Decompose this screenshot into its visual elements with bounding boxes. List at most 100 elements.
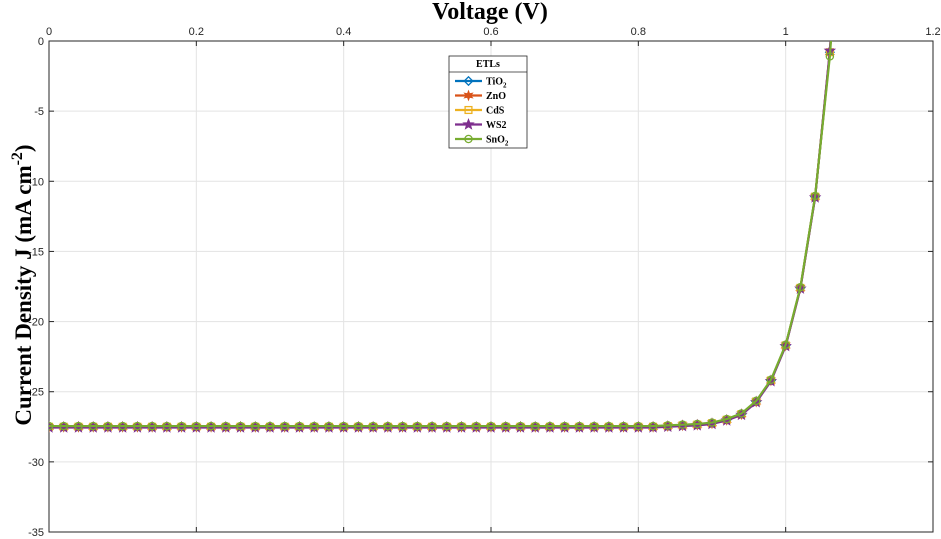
y-tick-label: -20 (28, 317, 44, 329)
data-point-marker (457, 421, 466, 431)
data-point-marker (678, 420, 687, 429)
data-point-marker (472, 421, 481, 431)
series-line (49, 41, 833, 428)
data-point-marker (619, 421, 628, 431)
legend-marker (464, 134, 473, 144)
data-point-marker (796, 282, 805, 292)
series-line (49, 41, 832, 428)
data-point-marker (575, 421, 584, 431)
x-tick-label: 1.2 (925, 26, 940, 38)
data-point-marker (309, 421, 319, 431)
data-point-marker (177, 421, 186, 431)
data-point-marker (383, 421, 393, 431)
series-ws2 (49, 41, 837, 433)
x-tick-label: 0.2 (189, 26, 204, 38)
y-axis-label-main: Current Density J (mA cm (11, 165, 36, 425)
data-point-marker (825, 52, 835, 61)
data-point-marker (693, 419, 702, 429)
data-point-marker (368, 421, 378, 431)
legend-label: WS2 (486, 120, 507, 131)
data-point-marker (737, 409, 746, 418)
data-point-marker (810, 191, 820, 201)
data-point-marker (339, 421, 348, 431)
y-tick-label: -10 (28, 176, 44, 188)
y-tick-label: -30 (28, 457, 44, 469)
data-point-marker (324, 421, 334, 431)
legend-label: ZnO (486, 91, 506, 102)
data-point-marker (486, 421, 496, 431)
legend-label: SnO2 (486, 135, 509, 148)
y-axis-label-end: ) (11, 144, 36, 152)
legend-entry: CdS (455, 106, 505, 117)
data-series (49, 41, 837, 433)
legend-title: ETLs (476, 59, 500, 70)
series-line (49, 41, 832, 428)
data-point-marker (162, 421, 172, 431)
data-point-marker (103, 421, 113, 431)
series-sno2 (49, 41, 835, 431)
data-point-marker (781, 340, 790, 349)
legend-entry: SnO2 (455, 135, 509, 148)
data-point-marker (49, 421, 54, 431)
data-point-marker (545, 421, 555, 431)
legend-box (448, 55, 528, 149)
y-axis-label: Current Density J (mA cm-2) (9, 144, 36, 425)
data-point-marker (530, 421, 540, 431)
data-point-marker (74, 421, 83, 431)
data-point-marker (59, 421, 68, 431)
data-point-marker (206, 421, 216, 431)
data-point-marker (501, 421, 510, 431)
y-tick-label: -5 (34, 106, 44, 118)
data-point-marker (295, 421, 304, 431)
data-point-marker (236, 421, 245, 431)
x-tick-label: 0.4 (336, 26, 351, 38)
data-point-marker (604, 421, 614, 431)
data-point-marker (589, 421, 599, 431)
y-tick-label: 0 (38, 36, 44, 48)
legend-label: CdS (486, 106, 505, 117)
data-point-marker (766, 375, 776, 385)
data-point-marker (118, 421, 127, 431)
legend-marker (462, 117, 475, 130)
data-point-marker (427, 421, 437, 431)
x-axis-label: Voltage (V) (432, 0, 548, 25)
legend-entry: WS2 (455, 117, 507, 131)
data-point-marker (251, 421, 260, 431)
data-point-marker (634, 421, 643, 431)
data-point-marker (560, 421, 569, 431)
data-point-marker (413, 421, 422, 431)
data-point-marker (354, 421, 363, 431)
y-tick-label: -15 (28, 246, 44, 258)
data-point-marker (516, 421, 525, 431)
data-point-marker (398, 421, 407, 431)
data-point-marker (147, 421, 157, 431)
legend-marker (463, 75, 474, 87)
legend-entry: ZnO (455, 89, 506, 102)
series-line (49, 41, 832, 429)
series-cds (49, 41, 834, 431)
axis-ticks: 0 0.2 0.4 0.6 0.8 1 1.2 0 -5 -10 -15 -20 -25 -30 -35 (28, 26, 941, 539)
legend-label: TiO2 (486, 77, 507, 90)
data-point-marker (648, 421, 658, 431)
x-tick-label: 0.8 (631, 26, 646, 38)
data-point-marker (751, 396, 761, 406)
data-point-marker (663, 421, 673, 430)
data-point-marker (221, 421, 231, 431)
data-point-marker (265, 421, 275, 431)
data-point-marker (192, 421, 201, 431)
x-tick-label: 1 (783, 26, 789, 38)
y-tick-label: -25 (28, 387, 44, 399)
data-point-marker (88, 421, 98, 431)
x-tick-label: 0 (46, 26, 52, 38)
data-point-marker (442, 421, 452, 431)
data-point-marker (707, 418, 717, 427)
data-point-marker (280, 421, 289, 431)
data-point-marker (133, 421, 142, 431)
series-zno (49, 41, 835, 433)
legend-entry: TiO2 (455, 75, 507, 90)
series-tio2 (49, 41, 835, 432)
y-tick-label: -35 (28, 527, 44, 539)
